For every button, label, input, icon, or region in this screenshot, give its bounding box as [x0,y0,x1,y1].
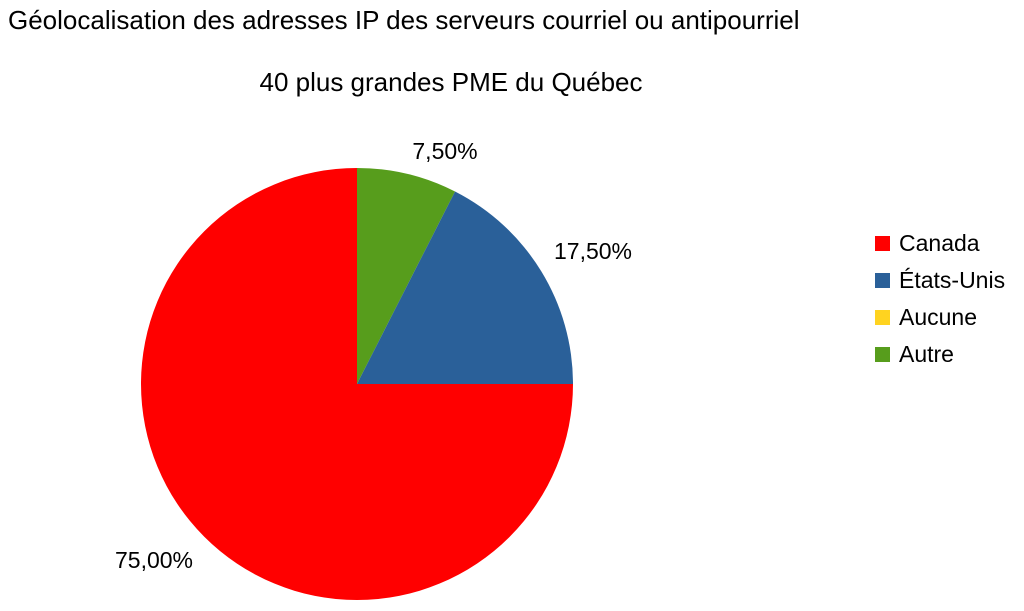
slice-label-autre: 7,50% [412,138,477,164]
legend-swatch-autre [875,347,890,362]
pie-slice-etats-unis [357,191,573,384]
legend-swatch-aucune [875,310,890,325]
chart-legend: Canada États-Unis Aucune Autre [875,230,1005,367]
pie-slices [141,168,573,600]
legend-label-aucune: Aucune [899,304,977,330]
legend-label-autre: Autre [899,341,954,367]
legend-swatch-canada [875,236,890,251]
pie-slice-autre [357,168,456,384]
legend-label-etats-unis: États-Unis [899,267,1005,293]
legend-label-canada: Canada [899,230,980,256]
slice-label-canada: 75,00% [115,547,193,573]
legend-swatch-etats-unis [875,273,890,288]
slice-labels: 75,00% 17,50% 7,50% [115,138,632,573]
chart-title: Géolocalisation des adresses IP des serv… [8,5,800,35]
chart-subtitle: 40 plus grandes PME du Québec [259,67,642,97]
slice-label-etats-unis: 17,50% [554,238,632,264]
pie-slice-canada [141,168,573,600]
